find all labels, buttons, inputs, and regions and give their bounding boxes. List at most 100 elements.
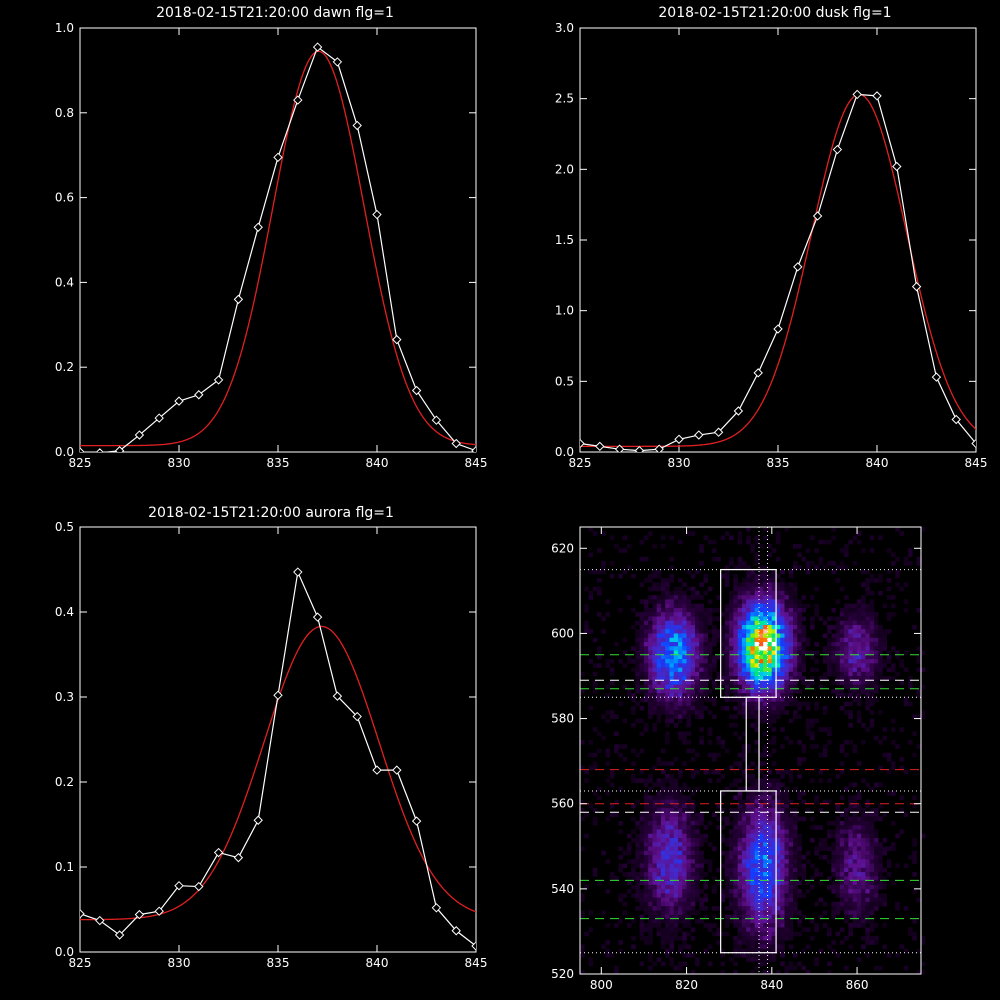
heatmap-cell	[916, 948, 922, 954]
heatmap-cell	[784, 970, 790, 975]
heatmap-cell	[754, 714, 760, 719]
heatmap-cell	[660, 859, 666, 864]
heatmap-cell	[665, 684, 670, 690]
heatmap-cell	[733, 889, 738, 894]
heatmap-cell	[741, 769, 747, 775]
heatmap-cell	[665, 876, 670, 881]
heatmap-cell	[763, 893, 768, 898]
heatmap-cell	[903, 650, 909, 656]
heatmap-cell	[750, 705, 755, 711]
heatmap-cell	[618, 573, 623, 579]
heatmap-cell	[643, 671, 649, 677]
heatmap-cell	[682, 833, 687, 839]
heatmap-cell	[635, 659, 640, 664]
heatmap-cell	[856, 918, 862, 924]
heatmap-cell	[869, 786, 875, 792]
heatmap-cell	[869, 654, 875, 660]
heatmap-cell	[724, 569, 730, 575]
heatmap-cell	[682, 654, 687, 660]
heatmap-cell	[775, 667, 781, 673]
heatmap-cell	[758, 880, 764, 886]
heatmap-cell	[903, 701, 909, 707]
heatmap-cell	[865, 914, 870, 920]
heatmap-cell	[729, 765, 734, 771]
heatmap-cell	[660, 799, 666, 805]
heatmap-cell	[780, 659, 785, 664]
heatmap-cell	[741, 850, 747, 856]
heatmap-cell	[793, 867, 798, 873]
heatmap-cell	[656, 573, 662, 579]
heatmap-cell	[754, 889, 760, 894]
heatmap-cell	[724, 680, 730, 685]
heatmap-cell	[690, 850, 696, 856]
heatmap-cell	[873, 612, 879, 617]
heatmap-cell	[865, 863, 870, 869]
heatmap-cell	[758, 612, 764, 617]
heatmap-cell	[784, 693, 790, 698]
heatmap-cell	[733, 714, 738, 719]
heatmap-cell	[695, 812, 700, 817]
heatmap-cell	[780, 624, 785, 630]
heatmap-cell	[626, 846, 632, 852]
heatmap-cell	[682, 633, 687, 639]
heatmap-cell	[865, 859, 870, 864]
heatmap-cell	[767, 607, 772, 613]
heatmap-cell	[775, 646, 781, 651]
heatmap-cell	[669, 884, 675, 890]
heatmap-cell	[712, 556, 717, 562]
heatmap-cell	[771, 616, 777, 622]
heatmap-cell	[703, 697, 709, 702]
heatmap-cell	[886, 757, 892, 762]
heatmap-cell	[856, 650, 862, 656]
heatmap-cell	[912, 872, 917, 877]
heatmap-cell	[656, 714, 662, 719]
heatmap-cell	[878, 901, 883, 907]
heatmap-cell	[720, 573, 726, 579]
heatmap-cell	[597, 748, 602, 754]
heatmap-cell	[733, 833, 738, 839]
heatmap-cell	[912, 931, 917, 937]
heatmap-cell	[724, 872, 730, 877]
heatmap-cell	[686, 867, 692, 873]
heatmap-cell	[873, 897, 879, 903]
heatmap-cell	[656, 778, 662, 783]
heatmap-cell	[703, 684, 709, 690]
heatmap-cell	[643, 659, 649, 664]
heatmap-cell	[839, 837, 845, 843]
heatmap-cell	[767, 876, 772, 881]
heatmap-cell	[801, 872, 807, 877]
heatmap-cell	[724, 667, 730, 673]
heatmap-cell	[686, 889, 692, 894]
heatmap-cell	[746, 663, 751, 668]
heatmap-cell	[835, 850, 841, 856]
heatmap-cell	[771, 642, 777, 647]
heatmap-cell	[643, 646, 649, 651]
heatmap-cell	[729, 829, 734, 835]
heatmap-cell	[712, 931, 717, 937]
heatmap-cell	[665, 829, 670, 835]
heatmap-cell	[856, 859, 862, 864]
heatmap-cell	[839, 646, 845, 651]
heatmap-cell	[690, 833, 696, 839]
heatmap-cell	[852, 833, 858, 839]
heatmap-cell	[873, 735, 879, 741]
heatmap-cell	[775, 599, 781, 604]
heatmap-cell	[639, 667, 645, 673]
heatmap-cell	[665, 901, 670, 907]
y-tick-label: 0.2	[55, 775, 74, 789]
heatmap-cell	[656, 633, 662, 639]
heatmap-cell	[643, 697, 649, 702]
heatmap-cell	[750, 722, 755, 728]
heatmap-cell	[869, 872, 875, 877]
heatmap-cell	[746, 684, 751, 690]
heatmap-cell	[584, 884, 589, 890]
heatmap-cell	[716, 752, 721, 758]
heatmap-cell	[758, 901, 764, 907]
heatmap-cell	[695, 659, 700, 664]
heatmap-cell	[758, 918, 764, 924]
heatmap-cell	[775, 863, 781, 869]
heatmap-cell	[686, 825, 692, 830]
heatmap-cell	[869, 578, 875, 583]
heatmap-cell	[716, 931, 721, 937]
heatmap-cell	[848, 855, 853, 860]
